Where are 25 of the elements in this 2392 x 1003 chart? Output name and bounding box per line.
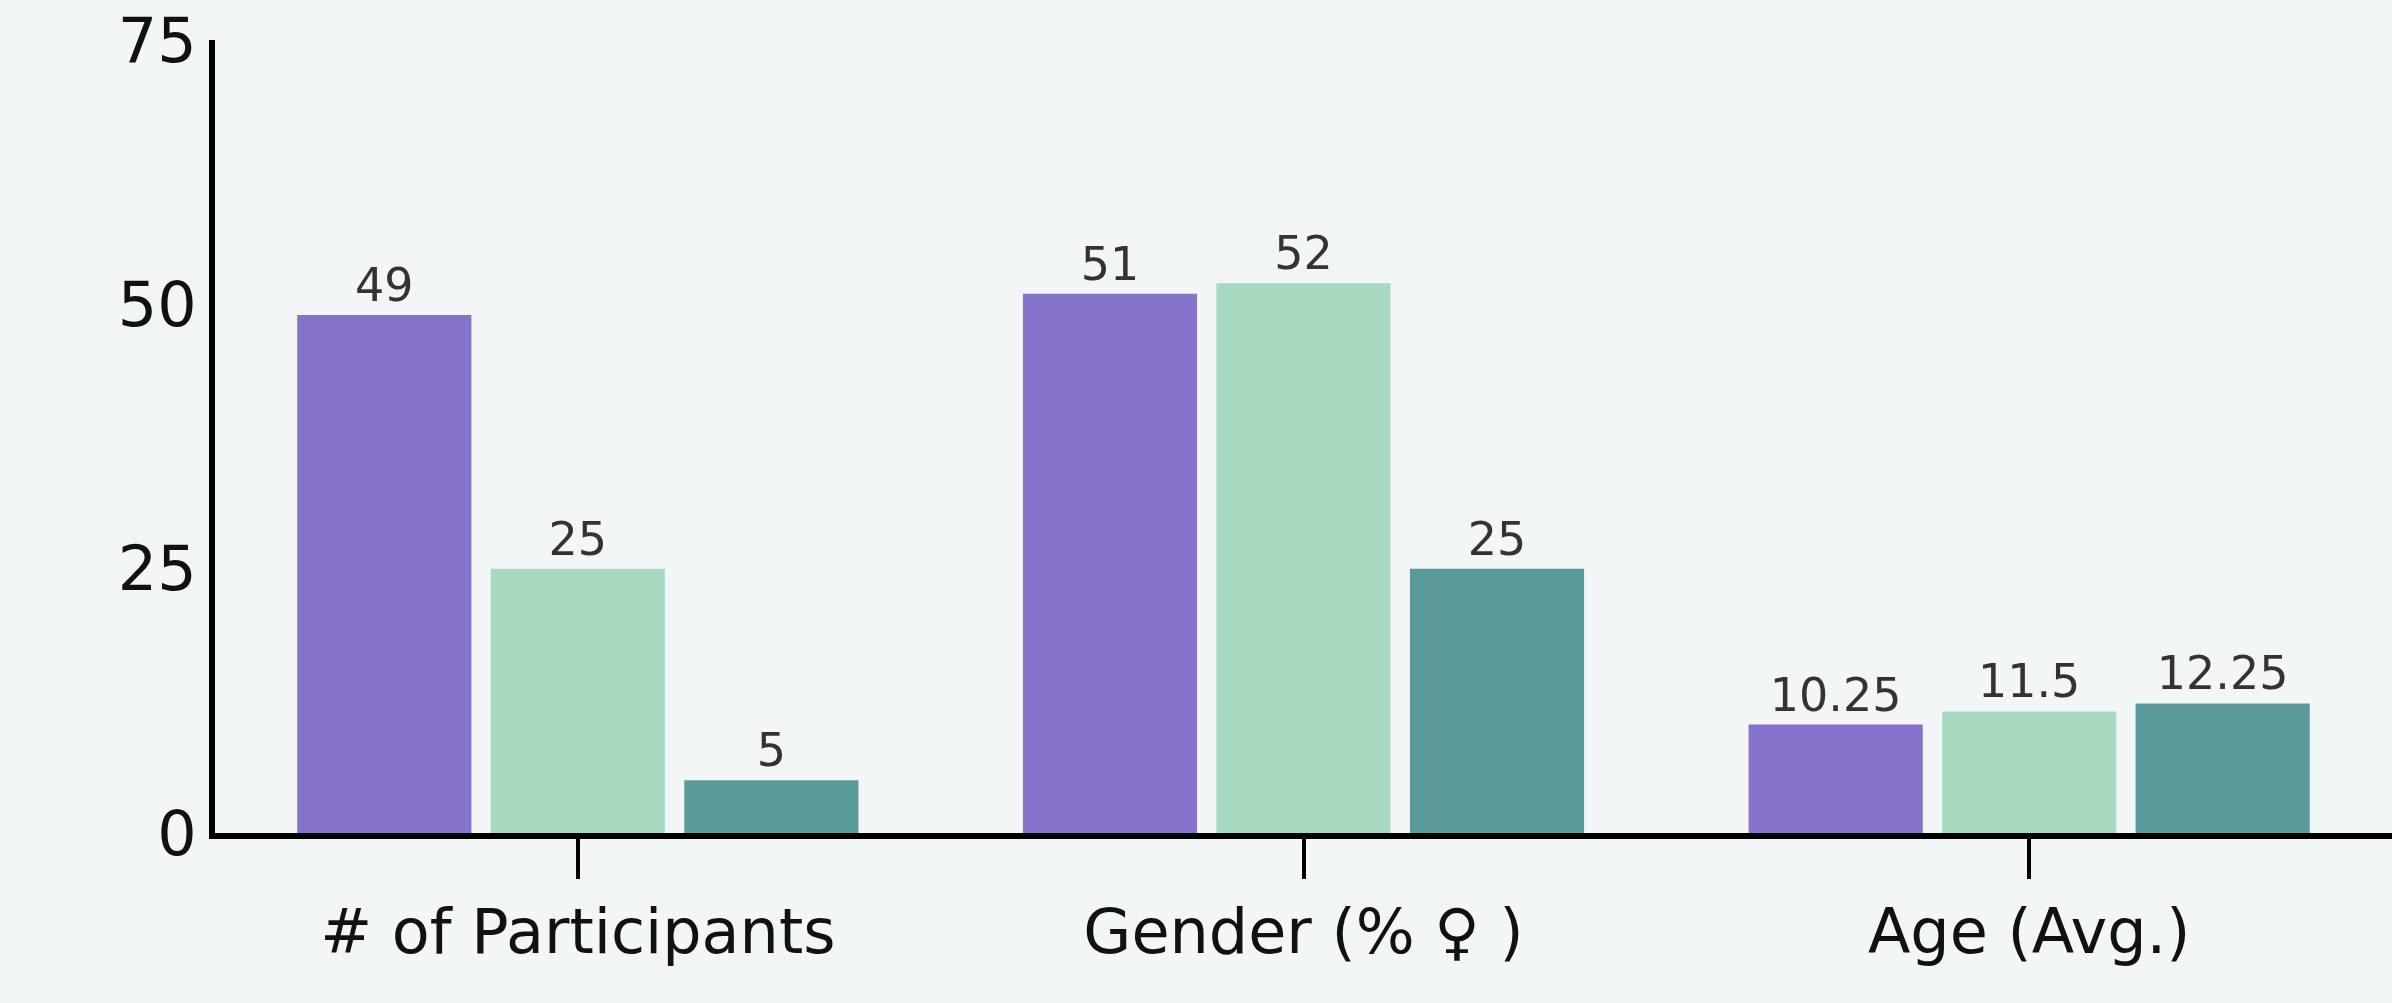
data-label: 10.25 (1769, 667, 1902, 722)
bar (2135, 703, 2310, 833)
data-label: 25 (548, 511, 608, 566)
bar (490, 568, 665, 833)
x-tick-label: # of Participants (320, 895, 836, 969)
data-label: 11.5 (1977, 654, 2081, 709)
bar (297, 314, 472, 833)
bar (684, 780, 859, 833)
data-label: 25 (1467, 511, 1527, 566)
data-label: 52 (1274, 226, 1333, 281)
x-tick-label: Age (Avg.) (1867, 895, 2191, 969)
bar (1216, 283, 1391, 833)
y-tick-label: 50 (117, 268, 197, 342)
y-tick-label: 25 (117, 532, 197, 606)
bar (1942, 711, 2117, 833)
bar (1022, 293, 1198, 833)
y-tick-label: 75 (117, 3, 197, 77)
y-tick-label: 0 (157, 796, 197, 870)
data-label: 49 (355, 257, 414, 312)
x-tick-label: Gender (% ♀ ) (1083, 895, 1524, 969)
data-label: 12.25 (2156, 646, 2289, 701)
data-label: 51 (1080, 236, 1140, 291)
bar (1748, 724, 1923, 833)
bar (1409, 568, 1585, 833)
data-label: 5 (756, 723, 786, 778)
